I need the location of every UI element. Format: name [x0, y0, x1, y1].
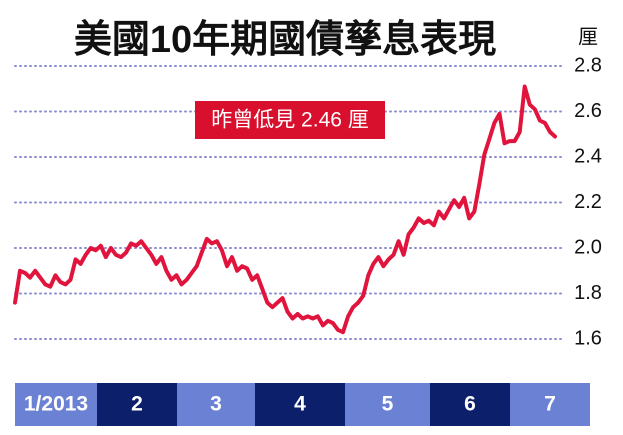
y-tick-label: 2.4: [574, 145, 602, 167]
x-tick-label: 2: [131, 393, 143, 416]
x-tick-label: 7: [544, 393, 556, 416]
y-tick-label: 2.0: [574, 236, 602, 258]
month-band: [430, 383, 510, 426]
y-tick-label: 1.8: [574, 282, 602, 304]
month-band: [255, 383, 345, 426]
month-band: [177, 383, 255, 426]
y-unit: 厘: [578, 26, 598, 48]
x-tick-label: 3: [210, 393, 222, 416]
chart-title: 美國10年期國債孳息表現: [74, 19, 496, 61]
x-tick-label: 5: [382, 393, 394, 416]
x-tick-label: 6: [464, 393, 476, 416]
y-tick-label: 2.8: [574, 54, 602, 76]
annotation-box: [195, 101, 385, 139]
month-band: [510, 383, 590, 426]
y-tick-label: 1.6: [574, 327, 602, 349]
x-tick-label: 1/2013: [24, 393, 88, 416]
line: [13, 84, 557, 335]
annotation: 昨曾低見 2.46 厘: [211, 109, 369, 132]
month-band: [97, 383, 177, 426]
y-tick-label: 2.6: [574, 100, 602, 122]
month-band: [345, 383, 430, 426]
x-tick-label: 4: [294, 393, 306, 416]
y-tick-label: 2.2: [574, 191, 602, 213]
month-band: [15, 383, 97, 426]
